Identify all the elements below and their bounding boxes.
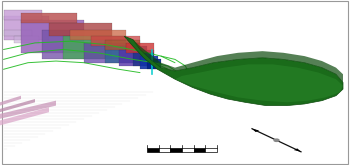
Bar <box>147 148 159 152</box>
Polygon shape <box>0 96 21 106</box>
Bar <box>159 148 170 152</box>
Bar <box>205 148 217 152</box>
Bar <box>140 56 158 69</box>
Polygon shape <box>175 64 343 102</box>
Bar <box>70 30 126 40</box>
Bar <box>105 40 140 50</box>
Polygon shape <box>0 101 56 119</box>
Bar <box>91 36 140 46</box>
Bar <box>182 148 194 152</box>
Bar <box>194 148 205 152</box>
Bar <box>14 36 38 43</box>
Bar <box>126 43 154 53</box>
Bar <box>4 30 32 36</box>
Bar <box>119 50 154 66</box>
Polygon shape <box>252 129 259 132</box>
Bar <box>133 53 154 66</box>
Polygon shape <box>0 99 35 112</box>
Bar <box>4 16 49 40</box>
Circle shape <box>274 139 279 141</box>
Bar <box>84 43 140 63</box>
Polygon shape <box>0 107 49 125</box>
Polygon shape <box>124 36 343 82</box>
Bar <box>147 59 161 69</box>
Polygon shape <box>124 36 343 106</box>
Bar <box>63 36 126 59</box>
Polygon shape <box>294 148 301 152</box>
Bar <box>21 20 84 53</box>
Bar <box>170 148 182 152</box>
Bar <box>105 46 147 63</box>
Bar <box>49 23 112 36</box>
Bar <box>42 30 112 59</box>
Bar <box>4 10 42 20</box>
Bar <box>21 13 77 23</box>
